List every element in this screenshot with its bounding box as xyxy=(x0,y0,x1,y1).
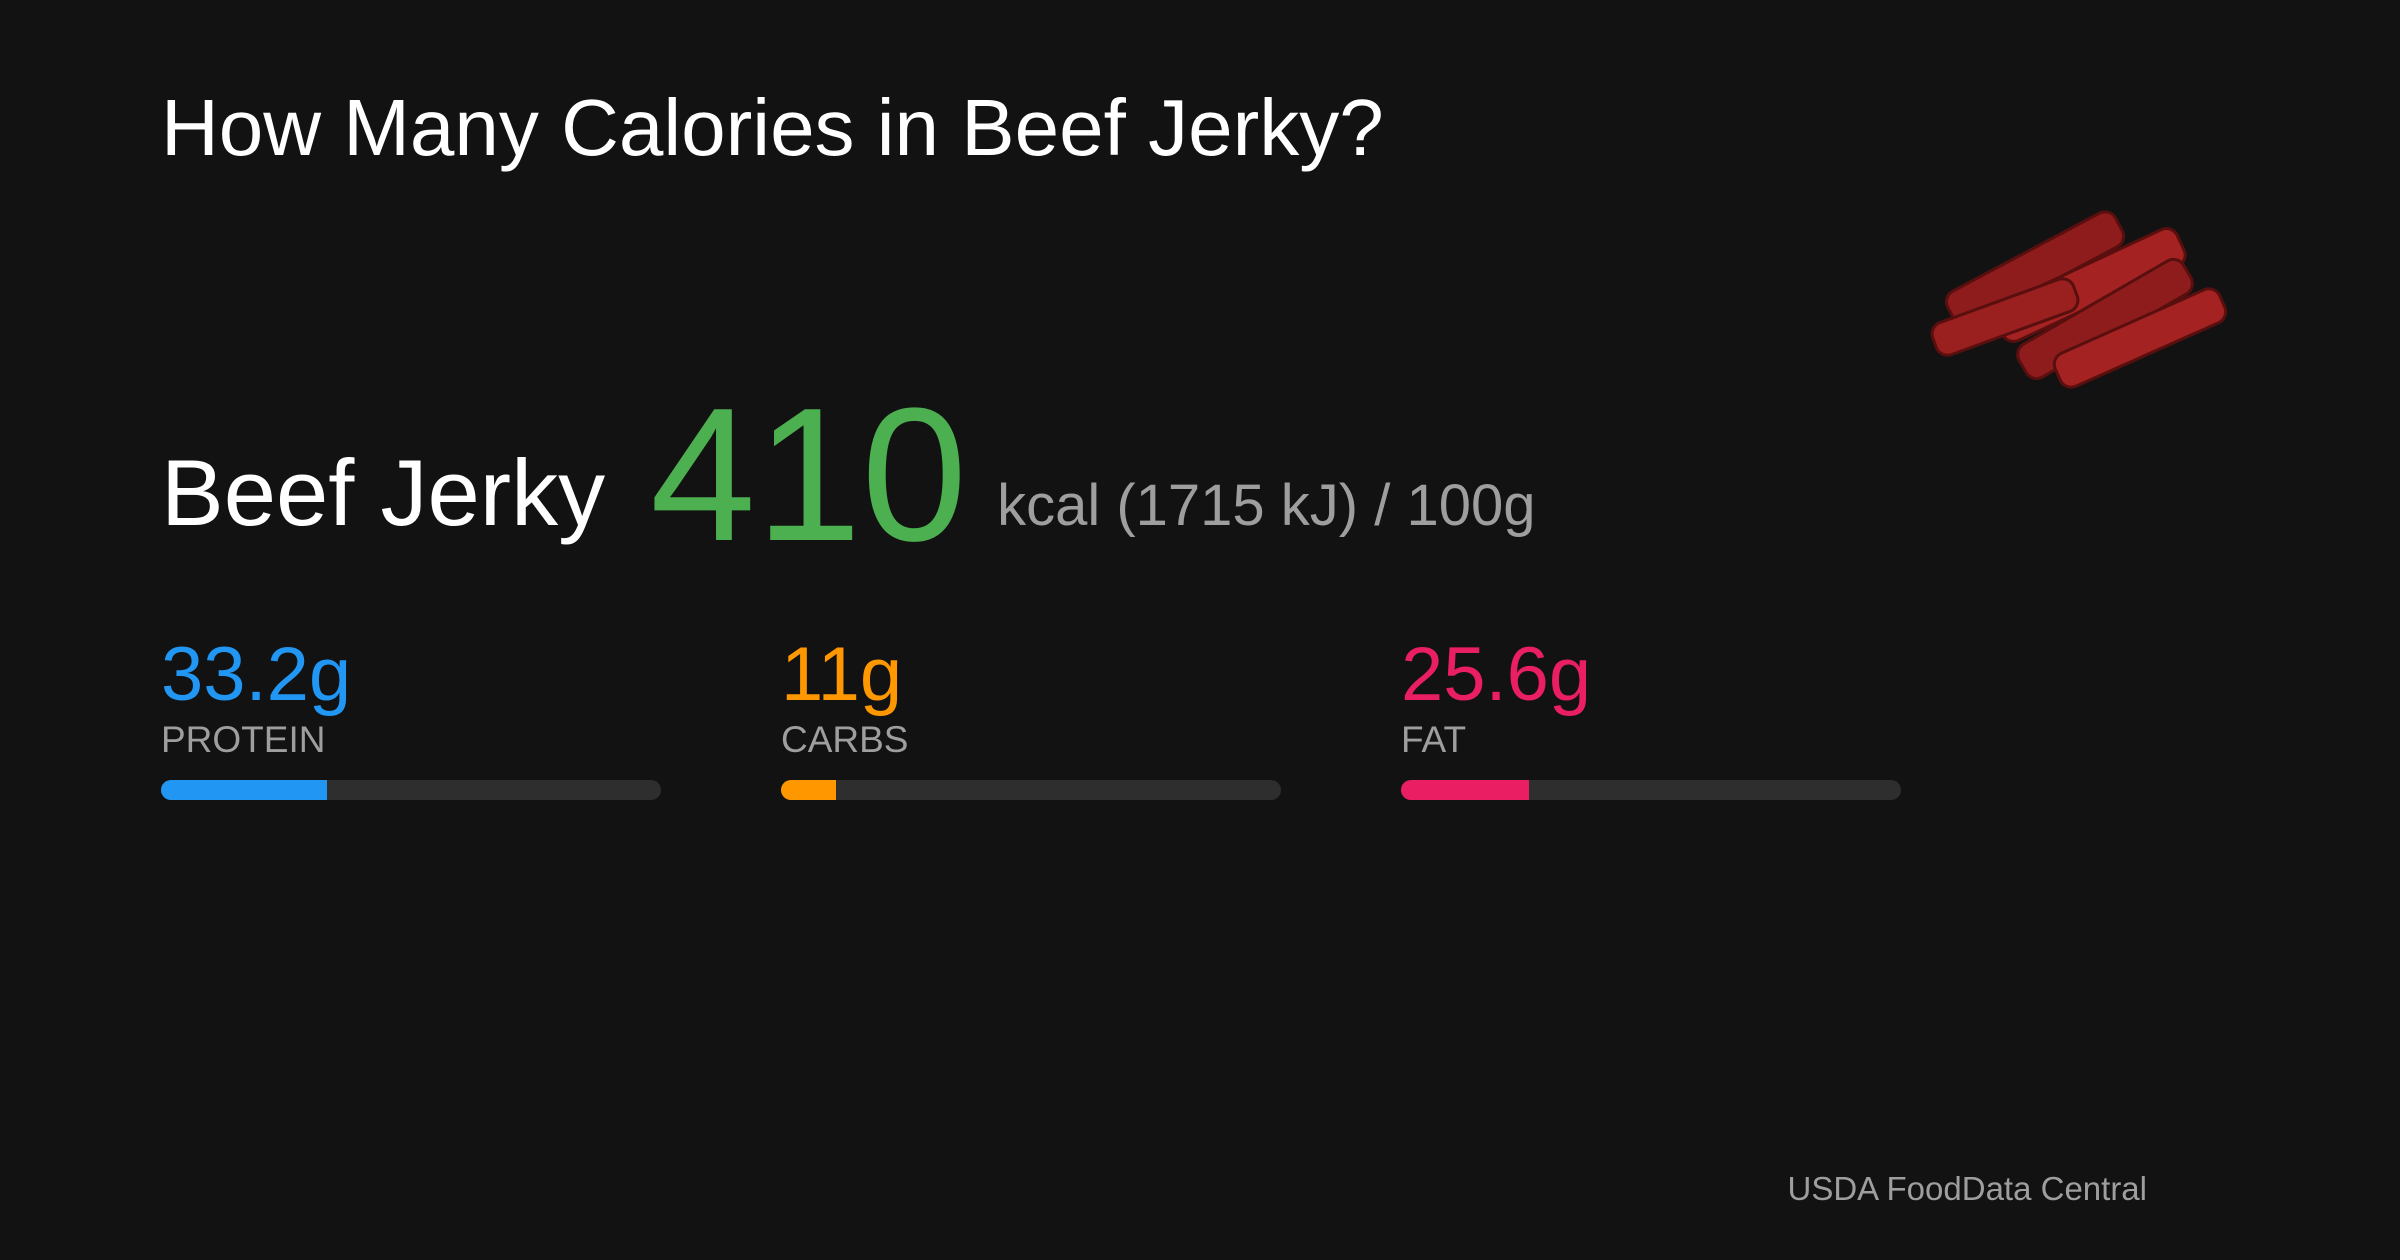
title: How Many Calories in Beef Jerky? xyxy=(161,83,1384,172)
jerky-illustration xyxy=(1930,210,2228,389)
macro-label: FAT xyxy=(1401,719,1466,760)
macro-label: PROTEIN xyxy=(161,719,325,760)
calorie-unit: kcal (1715 kJ) / 100g xyxy=(997,473,1535,538)
jerky-strip xyxy=(2052,287,2228,389)
macro-value: 33.2g xyxy=(161,632,351,717)
macro-label: CARBS xyxy=(781,719,908,760)
jerky-strip xyxy=(1930,277,2080,357)
bar-fill xyxy=(781,780,836,800)
food-name: Beef Jerky xyxy=(161,440,605,545)
calories: 410 xyxy=(650,369,967,581)
macro-value: 11g xyxy=(781,632,902,717)
bar-fill xyxy=(1401,780,1529,800)
bar-track xyxy=(781,780,1281,800)
macro-value: 25.6g xyxy=(1401,632,1591,717)
bar-fill xyxy=(161,780,327,800)
source: USDA FoodData Central xyxy=(1787,1170,2147,1207)
